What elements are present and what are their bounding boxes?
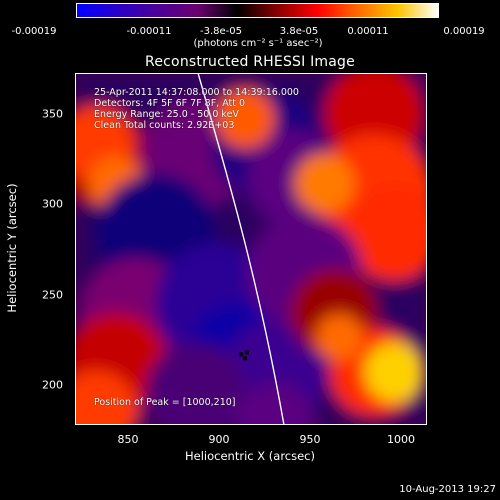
solar-limb-line (197, 74, 285, 424)
image-plot: 25-Apr-2011 14:37:08.000 to 14:39:16.000… (75, 73, 427, 425)
colorbar-tick: 0.00019 (443, 26, 485, 37)
peak-position-text: Position of Peak = [1000,210] (94, 397, 236, 408)
colorbar-tick-labels: -0.00019 -0.00011 -3.8e-05 3.8e-05 0.000… (0, 26, 500, 40)
colorbar-tick: -0.00019 (11, 26, 57, 37)
y-tick: 350 (42, 107, 63, 121)
map-blobs (76, 74, 426, 424)
colorbar-tick: 0.00011 (347, 26, 389, 37)
y-tick: 300 (42, 197, 63, 211)
y-axis-label: Heliocentric Y (arcsec) (5, 183, 19, 313)
y-tick: 200 (42, 378, 63, 392)
y-tick: 250 (42, 288, 63, 302)
x-tick: 1000 (387, 433, 415, 446)
colorbar (76, 3, 439, 18)
timestamp: 10-Aug-2013 19:27 (399, 484, 496, 495)
info-line: 25-Apr-2011 14:37:08.000 to 14:39:16.000 (94, 87, 299, 98)
rhessi-image-map (76, 74, 426, 424)
colorbar-tick: -0.00011 (126, 26, 172, 37)
plot-title: Reconstructed RHESSI Image (145, 54, 355, 70)
colorbar-units: (photons cm⁻² s⁻¹ asec⁻²) (193, 38, 323, 49)
peak-marker (239, 350, 250, 361)
x-tick: 900 (208, 433, 230, 446)
info-line: Energy Range: 25.0 - 50.0 keV (94, 109, 239, 120)
info-line: Clean Total counts: 2.92E+03 (94, 120, 235, 131)
info-line: Detectors: 4F 5F 6F 7F 8F, Att 0 (94, 98, 246, 109)
colorbar-tick: 3.8e-05 (279, 26, 319, 37)
x-axis-label: Heliocentric X (arcsec) (185, 449, 315, 463)
colorbar-tick: -3.8e-05 (200, 26, 242, 37)
x-tick: 950 (299, 433, 321, 446)
x-tick: 850 (117, 433, 139, 446)
